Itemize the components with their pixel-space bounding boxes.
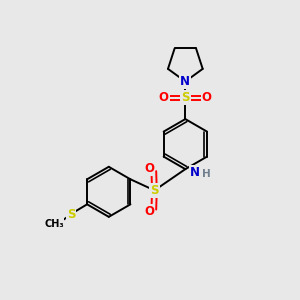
Text: H: H	[202, 169, 211, 179]
Text: N: N	[190, 166, 200, 179]
Text: S: S	[150, 184, 159, 197]
Text: O: O	[159, 92, 169, 104]
Text: N: N	[180, 75, 190, 88]
Text: O: O	[202, 92, 212, 104]
Text: CH₃: CH₃	[44, 219, 64, 229]
Text: S: S	[181, 92, 190, 104]
Text: O: O	[144, 162, 154, 175]
Text: O: O	[144, 205, 154, 218]
Text: S: S	[67, 208, 75, 221]
